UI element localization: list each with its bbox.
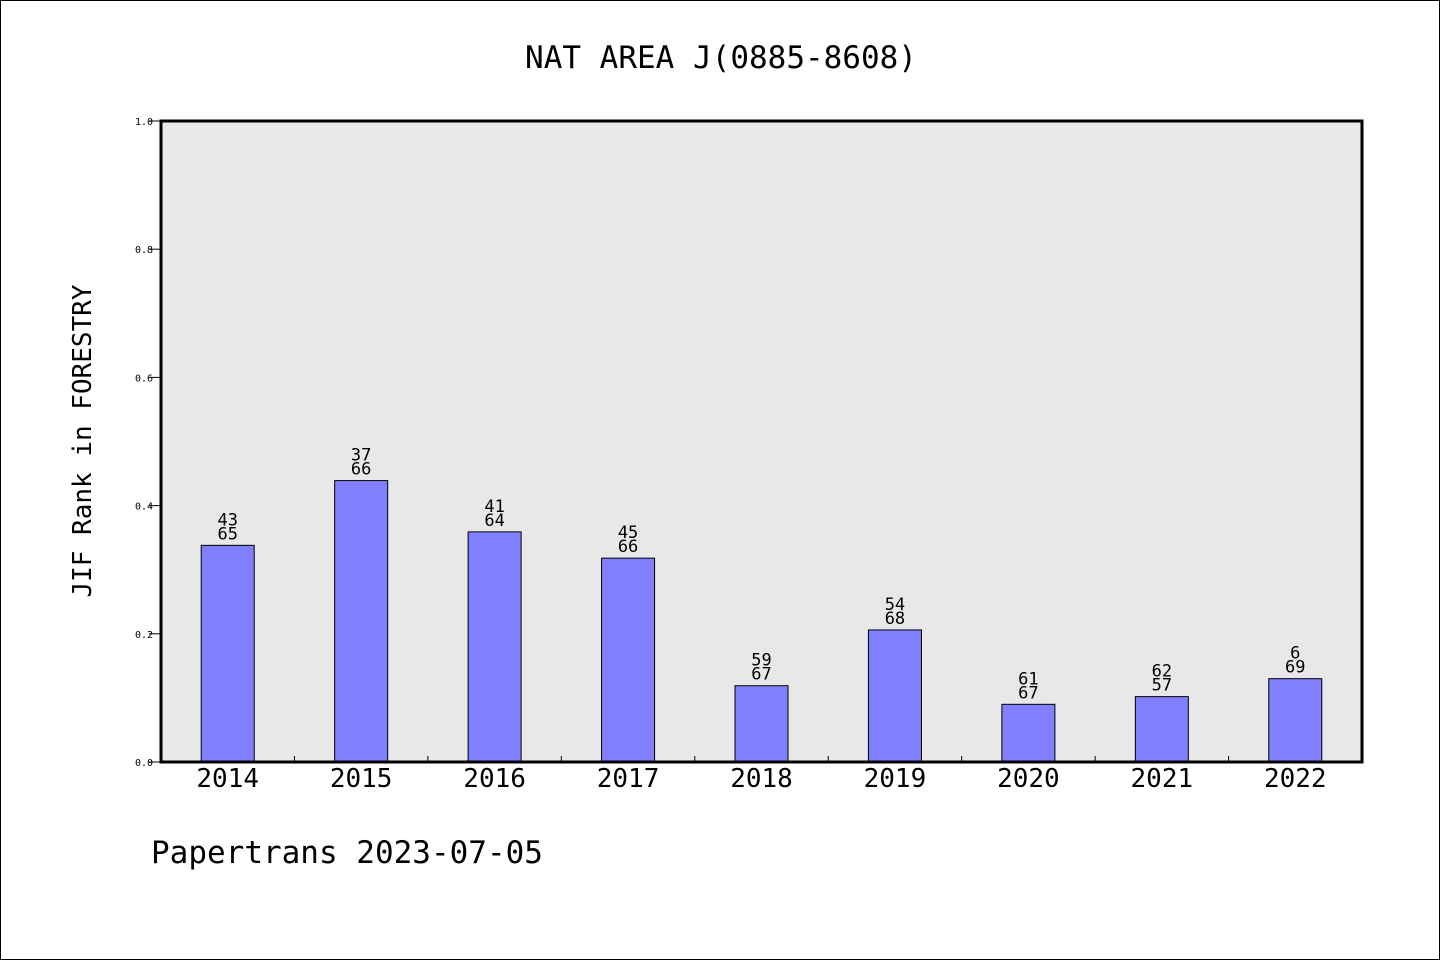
y-tick-label: 0.8	[135, 245, 153, 256]
y-tick-label: 0.4	[135, 502, 153, 513]
y-tick-label: 0.6	[135, 373, 153, 384]
bar-label-rank: 41	[484, 497, 504, 517]
footer-text: Papertrans 2023-07-05	[151, 835, 543, 871]
bar-2020	[1001, 703, 1056, 763]
y-tick-label: 0.0	[135, 758, 153, 769]
x-axis-ticks: 2014 2015 2016 2017 2018 2019 2020 2021 2022	[196, 756, 1327, 794]
y-tick-label: 0.2	[135, 630, 153, 641]
bar-label-total: 57	[1152, 676, 1172, 696]
x-tick-label: 2017	[597, 764, 660, 794]
bar-label-total: 66	[618, 537, 638, 557]
bar-label-rank: 62	[1152, 662, 1172, 682]
bar-label-total: 68	[885, 609, 905, 629]
x-tick-label: 2021	[1131, 764, 1194, 794]
bar-2017	[601, 557, 656, 763]
bars	[200, 480, 1323, 763]
chart-title: NAT AREA J(0885-8608)	[525, 40, 917, 76]
bar-label-rank: 54	[885, 595, 905, 615]
bar-2022	[1268, 678, 1323, 763]
bar-2019	[867, 629, 922, 763]
x-tick-label: 2014	[196, 764, 259, 794]
bar-2016	[467, 531, 522, 763]
x-tick-label: 2019	[864, 764, 927, 794]
bar-2018	[734, 685, 789, 763]
bar-label-total: 64	[484, 511, 504, 531]
y-axis-ticks: 0.0 0.2 0.4 0.6 0.8 1.0	[135, 117, 161, 769]
x-tick-label: 2018	[730, 764, 793, 794]
plot-border	[159, 119, 1364, 764]
bar-label-total: 67	[751, 665, 771, 685]
bar-label-total: 66	[351, 460, 371, 480]
bar-2015	[334, 480, 389, 763]
bar-label-rank: 59	[751, 651, 771, 671]
bar-label-rank: 6	[1290, 644, 1300, 664]
x-tick-label: 2016	[463, 764, 526, 794]
bar-label-rank: 45	[618, 523, 638, 543]
bar-label-total: 65	[217, 524, 237, 544]
y-axis-label: JIF Rank in FORESTRY	[68, 284, 98, 597]
y-tick-label: 1.0	[135, 117, 153, 128]
bar-2021	[1134, 696, 1189, 763]
x-tick-label: 2022	[1264, 764, 1327, 794]
bar-label-total: 69	[1285, 658, 1305, 678]
x-tick-label: 2015	[330, 764, 393, 794]
bar-label-rank: 61	[1018, 669, 1038, 689]
bar-label-rank: 43	[217, 510, 237, 530]
bar-label-total: 67	[1018, 683, 1038, 703]
x-tick-label: 2020	[997, 764, 1060, 794]
bar-label-rank: 37	[351, 446, 371, 466]
bar-2014	[200, 544, 255, 763]
